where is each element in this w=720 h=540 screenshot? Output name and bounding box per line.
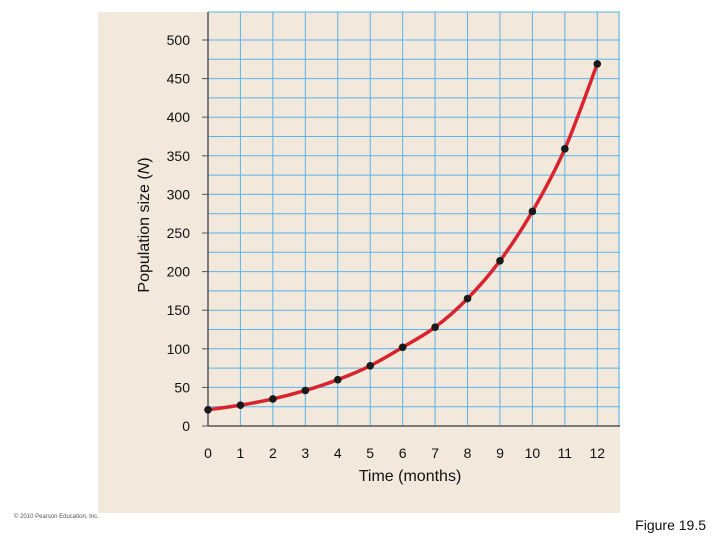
x-tick-label: 3 [301,445,309,461]
data-point [269,395,277,403]
data-point [236,401,245,409]
data-point [431,323,439,331]
y-axis-label-end: ) [136,157,153,162]
x-tick-label: 7 [431,445,439,461]
data-point [463,294,472,303]
figure-label: Figure 19.5 [635,517,706,533]
x-tick-label: 9 [496,445,504,461]
data-point [398,343,407,352]
y-axis-label-main: Population size ( [136,174,153,293]
x-tick-label: 12 [590,445,606,461]
y-tick-label: 400 [167,109,191,125]
chart-background [98,12,620,513]
data-point [496,256,504,265]
x-tick-label: 0 [204,445,212,461]
x-tick-label: 5 [366,445,374,461]
y-axis-label: Population size (N) [136,157,153,292]
y-tick-label: 200 [167,264,191,280]
x-tick-label: 2 [269,445,277,461]
data-point [561,145,569,153]
y-tick-label: 0 [182,418,190,434]
x-axis-label: Time (months) [359,468,462,485]
data-point [366,361,375,370]
y-tick-label: 300 [167,186,191,202]
data-point [204,405,212,414]
data-point [333,375,342,384]
y-tick-label: 50 [174,379,190,395]
x-tick-label: 6 [399,445,407,461]
x-tick-label: 1 [237,445,245,461]
copyright-notice: © 2010 Pearson Education, Inc. [14,514,99,520]
series [204,60,602,414]
data-point [528,207,537,216]
y-tick-label: 350 [167,148,191,164]
x-tick-label: 10 [525,445,541,461]
y-axis-label-variable: N [136,162,153,174]
y-tick-label: 150 [167,302,191,318]
x-tick-label: 4 [334,445,342,461]
x-tick-label: 11 [558,445,573,461]
y-tick-label: 250 [167,225,191,241]
y-tick-label: 100 [167,341,191,357]
axes [202,12,620,427]
y-tick-label: 500 [167,32,191,48]
y-tick-label: 450 [167,71,191,87]
axis-labels: Time (months) Population size (N) [136,157,461,485]
data-point [593,60,602,68]
data-point [301,386,310,395]
grid [207,11,620,426]
x-tick-label: 8 [464,445,472,461]
